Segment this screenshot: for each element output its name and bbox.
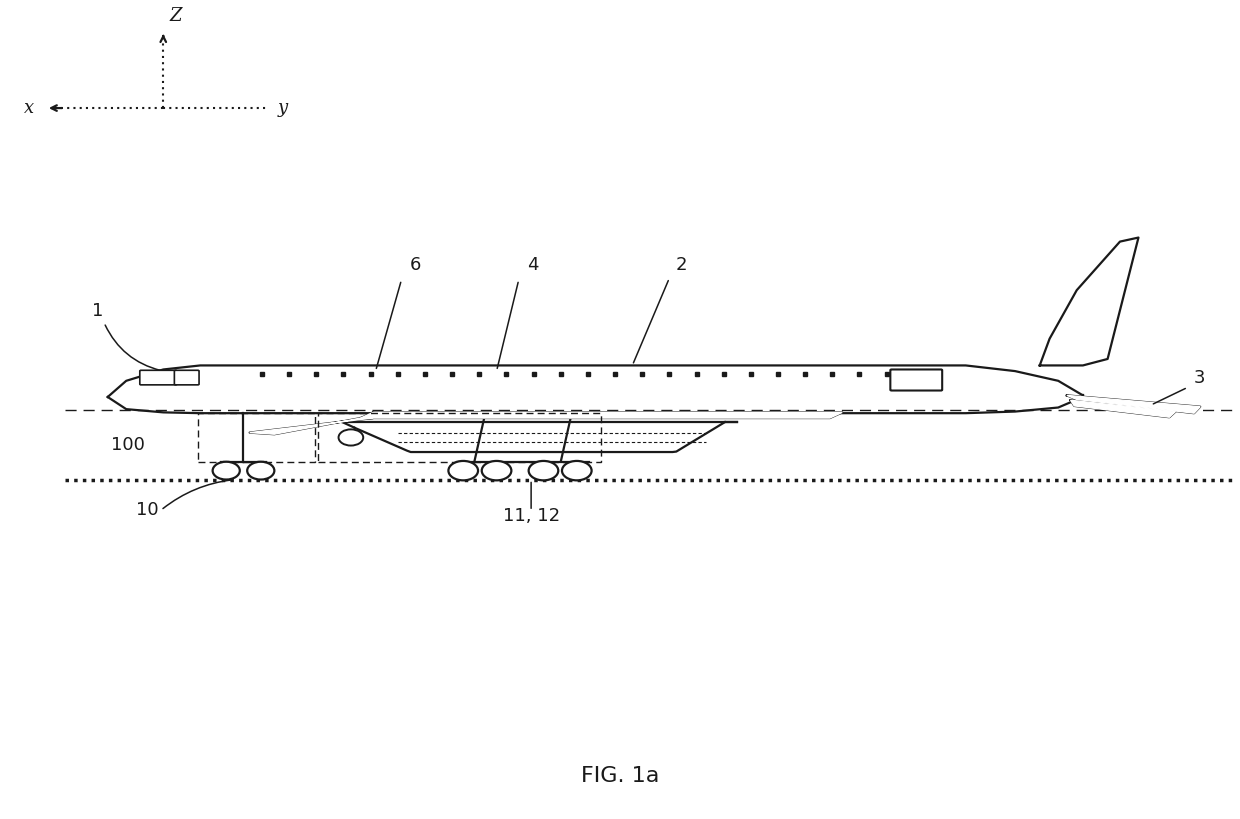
Polygon shape	[361, 413, 842, 418]
Polygon shape	[1070, 400, 1176, 417]
Bar	[317, 413, 601, 462]
Text: Z: Z	[170, 7, 182, 25]
Circle shape	[449, 461, 479, 481]
Polygon shape	[249, 418, 373, 434]
Text: 6: 6	[410, 256, 422, 274]
Polygon shape	[1066, 396, 1200, 413]
Polygon shape	[1039, 238, 1138, 365]
Text: 11, 12: 11, 12	[502, 507, 559, 525]
Circle shape	[482, 461, 511, 481]
Circle shape	[212, 462, 239, 480]
Text: 2: 2	[676, 256, 687, 274]
Circle shape	[562, 461, 591, 481]
Circle shape	[339, 429, 363, 446]
FancyBboxPatch shape	[175, 370, 200, 385]
Text: x: x	[24, 99, 33, 117]
FancyBboxPatch shape	[890, 369, 942, 391]
Text: y: y	[278, 99, 288, 117]
Text: 3: 3	[1194, 369, 1205, 387]
Text: 1: 1	[92, 302, 103, 320]
Text: 10: 10	[136, 501, 159, 519]
Bar	[198, 413, 315, 462]
Text: 100: 100	[112, 437, 145, 455]
FancyBboxPatch shape	[140, 370, 177, 385]
Text: FIG. 1a: FIG. 1a	[580, 766, 660, 785]
Circle shape	[528, 461, 558, 481]
Circle shape	[247, 462, 274, 480]
Text: 4: 4	[527, 256, 539, 274]
